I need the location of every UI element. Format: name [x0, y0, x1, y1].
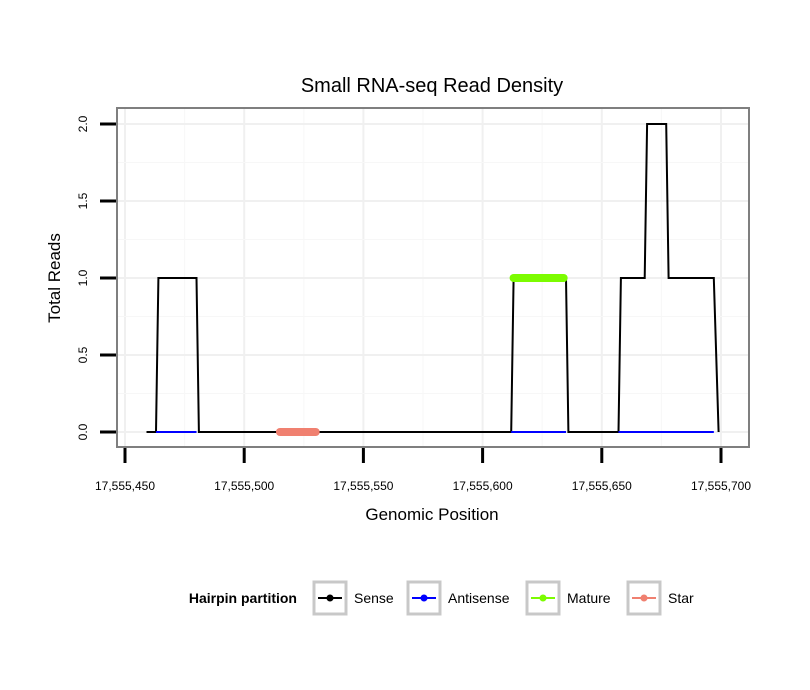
axes: 17,555,450 17,555,500 17,555,550 17,555,600… [76, 115, 751, 493]
x-tick-label: 17,555,550 [333, 479, 393, 493]
legend-label: Sense [354, 590, 394, 606]
x-tick-label: 17,555,700 [691, 479, 751, 493]
legend-label: Star [668, 590, 694, 606]
series-sense-line [146, 123, 720, 433]
legend-label: Antisense [448, 590, 510, 606]
legend-key-point [326, 594, 334, 602]
y-tick-label: 2.0 [76, 115, 90, 132]
y-tick-label: 0.0 [76, 423, 90, 440]
x-axis-title: Genomic Position [365, 505, 498, 524]
x-tick-label: 17,555,650 [572, 479, 632, 493]
legend-title: Hairpin partition [189, 590, 297, 606]
y-tick-label: 1.0 [76, 269, 90, 286]
legend: Hairpin partition Sense Antisense Mature St… [189, 580, 694, 616]
legend-key-point [539, 594, 547, 602]
legend-item-antisense: Antisense [406, 580, 510, 616]
legend-key-point [420, 594, 428, 602]
chart-title: Small RNA-seq Read Density [301, 75, 563, 97]
legend-label: Mature [567, 590, 611, 606]
series-layer [146, 123, 720, 436]
x-tick-label: 17,555,600 [453, 479, 513, 493]
x-tick-label: 17,555,500 [214, 479, 274, 493]
legend-item-star: Star [626, 580, 694, 616]
y-axis-title: Total Reads [45, 233, 64, 323]
x-tick-label: 17,555,450 [95, 479, 155, 493]
y-tick-label: 0.5 [76, 346, 90, 363]
grid [118, 109, 748, 446]
legend-item-sense: Sense [312, 580, 394, 616]
legend-key-point [640, 594, 648, 602]
legend-item-mature: Mature [525, 580, 611, 616]
y-tick-label: 1.5 [76, 192, 90, 209]
